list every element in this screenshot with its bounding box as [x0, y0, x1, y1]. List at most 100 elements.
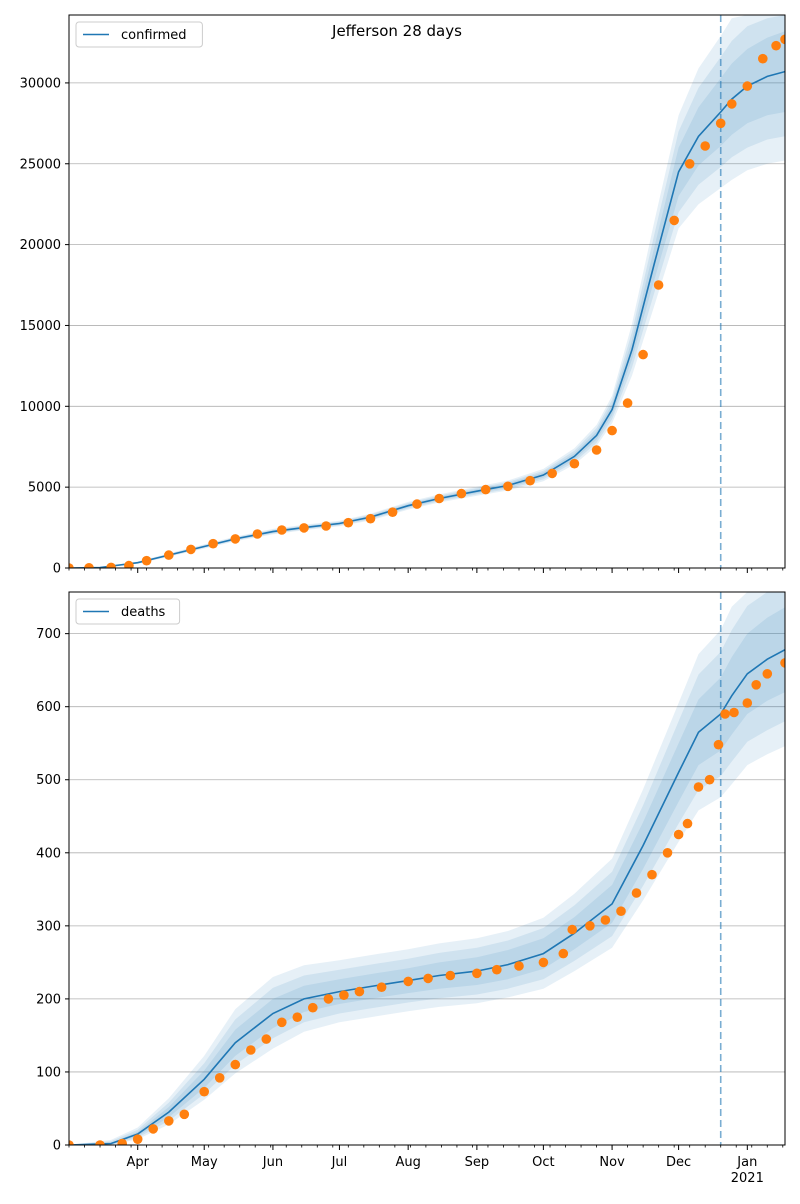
uncertainty-band-3 — [69, 592, 785, 1145]
observed-point — [600, 915, 611, 925]
y-tick-label: 0 — [53, 562, 61, 577]
observed-point — [246, 1045, 256, 1055]
observed-point — [514, 961, 524, 971]
observed-point — [376, 982, 387, 992]
legend-box — [75, 21, 203, 48]
y-tick-label: 25000 — [20, 157, 61, 172]
observed-point — [365, 513, 376, 524]
y-tick-label: 15000 — [20, 319, 61, 334]
observed-point — [704, 774, 715, 785]
x-tick-label: Dec — [666, 1155, 691, 1170]
observed-point — [141, 555, 152, 566]
observed-point — [277, 1017, 287, 1028]
observed-point — [69, 563, 74, 568]
y-tick-label: 600 — [36, 700, 61, 715]
observed-point — [653, 280, 664, 290]
observed-point — [186, 544, 196, 555]
x-tick-label: Jul — [331, 1155, 348, 1170]
confirmed-panel: 0 5000 10000 15000 20000 25000 30000 confirmed — [20, 14, 786, 577]
observed-point — [751, 680, 761, 690]
y-tick-label: 10000 — [20, 400, 61, 415]
y-tick-label: 100 — [36, 1065, 61, 1080]
observed-point — [727, 99, 737, 109]
observed-point — [456, 488, 467, 499]
observed-point — [208, 538, 218, 549]
observed-point — [607, 425, 617, 436]
observed-point — [308, 1002, 318, 1013]
x-tick-label: Oct — [532, 1155, 554, 1170]
legend-label-deaths: deaths — [121, 605, 166, 620]
observed-point — [492, 964, 502, 975]
x-tick-label: Jan — [736, 1155, 757, 1170]
observed-point — [591, 445, 602, 455]
observed-point — [647, 869, 657, 880]
observed-point — [631, 888, 642, 898]
observed-point — [148, 1124, 158, 1134]
observed-point — [299, 523, 309, 533]
observed-point — [472, 968, 482, 979]
y-tick-label: 300 — [36, 919, 61, 934]
observed-point — [693, 782, 704, 792]
observed-point — [179, 1109, 190, 1120]
x-year-label: 2021 — [731, 1171, 764, 1186]
observed-point — [662, 848, 673, 858]
deaths-panel: 0 100 200 300 400 500 600 700 Apr May Jun Jul Aug Sep… — [36, 591, 786, 1186]
observed-point — [252, 529, 263, 539]
x-tick-label: Nov — [599, 1155, 625, 1170]
observed-point — [720, 709, 730, 719]
observed-point — [277, 525, 287, 535]
observed-point — [622, 398, 633, 408]
observed-point — [230, 1059, 241, 1070]
observed-point — [503, 481, 513, 492]
axes-frame — [68, 591, 786, 1146]
x-tick-label: Aug — [395, 1155, 420, 1170]
y-tick-label: 700 — [36, 627, 61, 642]
observed-point — [700, 141, 710, 151]
observed-point — [261, 1034, 272, 1044]
y-tick-label: 20000 — [20, 238, 61, 253]
observed-point — [742, 81, 753, 91]
legend: confirmed — [75, 21, 203, 48]
observed-point — [387, 507, 398, 517]
observed-point — [132, 1134, 143, 1144]
y-tick-label: 0 — [53, 1139, 61, 1154]
observed-point — [124, 560, 134, 568]
observed-point — [434, 493, 445, 504]
observed-point — [339, 990, 349, 1000]
observed-point — [199, 1086, 209, 1097]
observed-point — [780, 658, 785, 668]
y-tick-label: 5000 — [28, 481, 61, 496]
y-tick-label: 500 — [36, 773, 61, 788]
observed-point — [230, 534, 241, 544]
observed-point — [762, 669, 773, 679]
observed-point — [673, 829, 684, 840]
observed-point — [547, 468, 557, 479]
observed-point — [558, 948, 569, 959]
y-tick-label: 200 — [36, 992, 61, 1007]
legend-label-confirmed: confirmed — [121, 28, 187, 43]
uncertainty-band-3 — [69, 15, 785, 568]
observed-point — [669, 215, 679, 226]
observed-point — [758, 53, 768, 64]
observed-point — [480, 484, 491, 495]
observed-point — [214, 1073, 225, 1083]
x-tick-label: May — [191, 1155, 218, 1170]
x-tick-label: Apr — [126, 1155, 149, 1170]
observed-point — [682, 818, 693, 829]
observed-point — [321, 521, 331, 531]
observed-point — [569, 458, 580, 469]
observed-point — [106, 562, 116, 568]
observed-point — [292, 1012, 303, 1022]
axes-frame — [68, 14, 786, 569]
plot-area — [69, 592, 785, 1145]
observed-point — [164, 1116, 174, 1126]
observed-point — [729, 707, 739, 718]
observed-point — [771, 40, 781, 51]
uncertainty-band-2 — [69, 15, 785, 568]
observed-point — [684, 159, 695, 169]
observed-point — [117, 1138, 127, 1145]
observed-point — [84, 563, 94, 568]
legend: deaths — [75, 598, 181, 625]
legend-box — [75, 598, 181, 625]
